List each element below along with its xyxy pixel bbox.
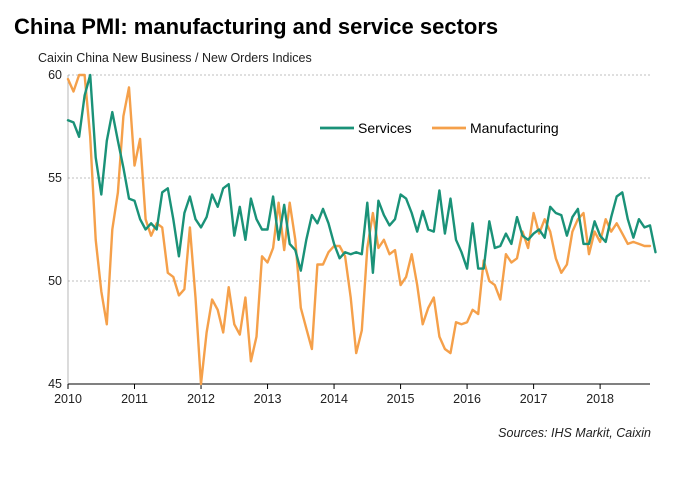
x-tick-label: 2018 — [586, 392, 614, 406]
x-tick-label: 2014 — [320, 392, 348, 406]
legend-label-services: Services — [358, 120, 412, 136]
legend-label-manufacturing: Manufacturing — [470, 120, 559, 136]
y-tick-label: 50 — [48, 274, 62, 288]
chart-subtitle: Caixin China New Business / New Orders I… — [38, 51, 312, 65]
series-line-manufacturing — [66, 73, 652, 386]
grid-lines — [68, 74, 650, 282]
series-lines — [66, 73, 657, 386]
legend: Services Manufacturing — [320, 120, 559, 136]
x-tick-label: 2011 — [121, 392, 148, 406]
y-tick-label: 55 — [48, 171, 62, 185]
x-tick-label: 2017 — [520, 392, 548, 406]
x-tick-label: 2012 — [187, 392, 215, 406]
axes: 45 50 55 60 2010 2011 2012 2013 2014 2015 2016 2017… — [48, 68, 650, 406]
y-tick-label: 60 — [48, 68, 62, 82]
x-tick-label: 2010 — [54, 392, 82, 406]
chart-title: China PMI: manufacturing and service sec… — [14, 14, 499, 39]
series-line-services — [66, 73, 657, 274]
y-tick-label: 45 — [48, 377, 62, 391]
x-tick-label: 2016 — [453, 392, 481, 406]
x-tick-label: 2013 — [254, 392, 282, 406]
source-note: Sources: IHS Markit, Caixin — [498, 426, 651, 440]
x-tick-label: 2015 — [387, 392, 415, 406]
